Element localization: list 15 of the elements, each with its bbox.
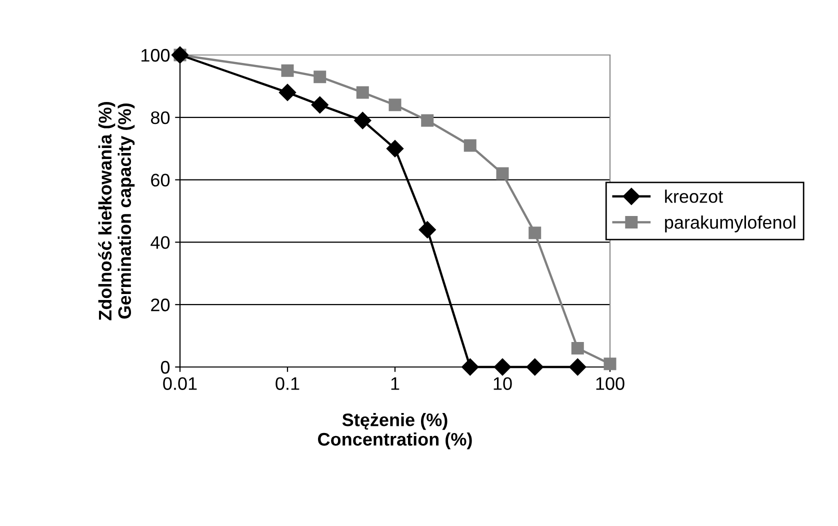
y-tick-label: 80 bbox=[150, 111, 170, 124]
legend-label: parakumylofenol bbox=[665, 216, 796, 232]
x-tick-label: 0.1 bbox=[276, 377, 300, 390]
y-axis-title: Zdolność kiełkowania (%) Germination capacity (%) bbox=[98, 102, 135, 320]
y-tick-label: 20 bbox=[151, 298, 170, 312]
x-tick-label: 0.01 bbox=[163, 377, 197, 390]
x-axis-title: Stężenie (%) Concentration (%) bbox=[318, 413, 472, 450]
y-tick-label: 60 bbox=[151, 174, 170, 187]
x-tick-label: 10 bbox=[494, 377, 512, 390]
y-tick-label: 0 bbox=[160, 360, 170, 374]
x-tick-label: 100 bbox=[596, 377, 624, 390]
x-tick-label: 1 bbox=[391, 377, 400, 390]
y-tick-label: 40 bbox=[150, 236, 170, 249]
legend-label: kreozot bbox=[665, 190, 723, 203]
y-tick-label: 100 bbox=[142, 48, 170, 62]
